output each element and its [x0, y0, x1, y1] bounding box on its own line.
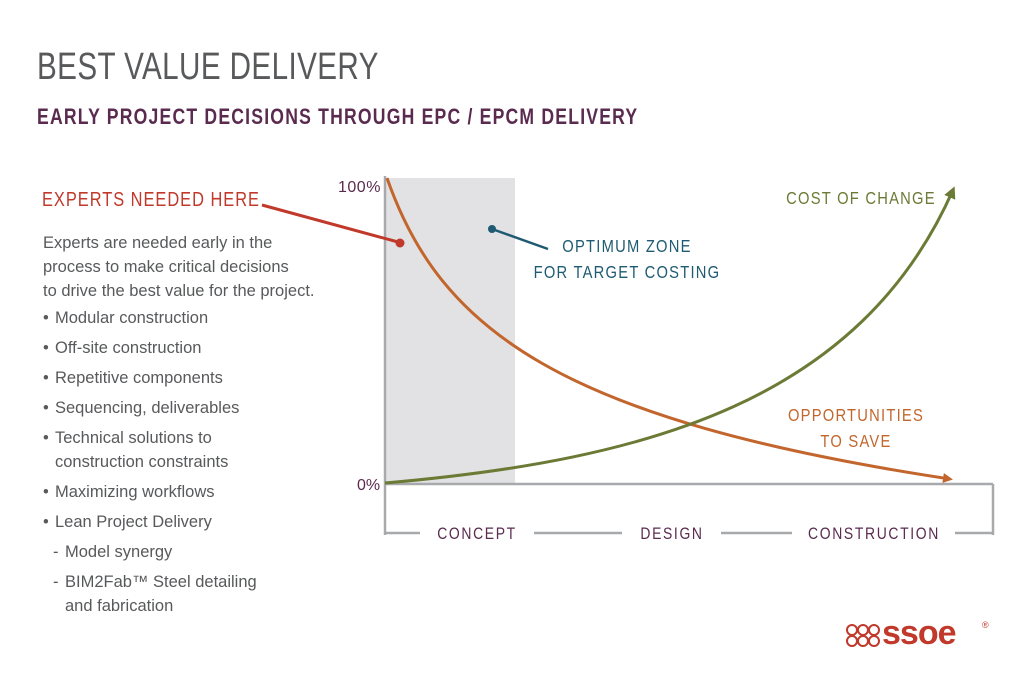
intro-text: Experts are needed early in the process … — [43, 231, 373, 303]
logo-registered-mark: ® — [982, 620, 989, 630]
bullet-item: • Lean Project Delivery — [43, 513, 212, 531]
zone-label-line2: FOR TARGET COSTING — [534, 263, 721, 283]
phase-label-construction: CONSTRUCTION — [808, 525, 940, 544]
y-bottom-label: 0% — [357, 477, 380, 494]
bullet-item: • Technical solutions to construction cons… — [43, 429, 229, 471]
intro-line: Experts are needed early in the — [43, 234, 273, 252]
bullet-item: • Off-site construction — [43, 339, 202, 357]
cost-of-change-label: COST OF CHANGE — [786, 189, 936, 209]
zone-label-line1: OPTIMUM ZONE — [562, 237, 691, 257]
intro-line: process to make critical decisions — [43, 258, 289, 276]
cost-of-change-curve — [384, 186, 956, 485]
zone-pointer-dot — [488, 225, 496, 233]
sub-bullet-item: - BIM2Fab™ Steel detailing and fabrication — [53, 573, 257, 615]
bullet-item: • Modular construction — [43, 309, 209, 327]
y-top-label: 100% — [338, 179, 381, 196]
bullet-item: • Repetitive components — [43, 369, 223, 387]
page-title: BEST VALUE DELIVERY — [37, 46, 379, 88]
experts-heading: EXPERTS NEEDED HERE — [42, 189, 260, 211]
bullet-item: • Maximizing workflows — [43, 483, 215, 501]
ssoe-logo: ssoe ® — [846, 614, 996, 654]
experts-pointer-dot — [395, 238, 405, 248]
sub-bullet-item: - Model synergy — [53, 543, 173, 561]
opportunities-curve — [385, 177, 953, 483]
phase-label-design: DESIGN — [640, 525, 703, 544]
opportunities-label-line2: TO SAVE — [820, 432, 891, 452]
intro-line: to drive the best value for the project. — [43, 282, 315, 300]
zone-pointer-line — [491, 227, 549, 251]
phase-label-concept: CONCEPT — [437, 525, 517, 544]
bullet-list: • Modular construction • Off-site construc… — [43, 306, 373, 624]
bullet-item: • Sequencing, deliverables — [43, 399, 240, 417]
page-subtitle: EARLY PROJECT DECISIONS THROUGH EPC / EP… — [37, 104, 639, 129]
experts-pointer-line — [261, 203, 399, 244]
opportunities-label-line1: OPPORTUNITIES — [788, 406, 924, 426]
logo-wordmark: ssoe — [882, 614, 956, 652]
